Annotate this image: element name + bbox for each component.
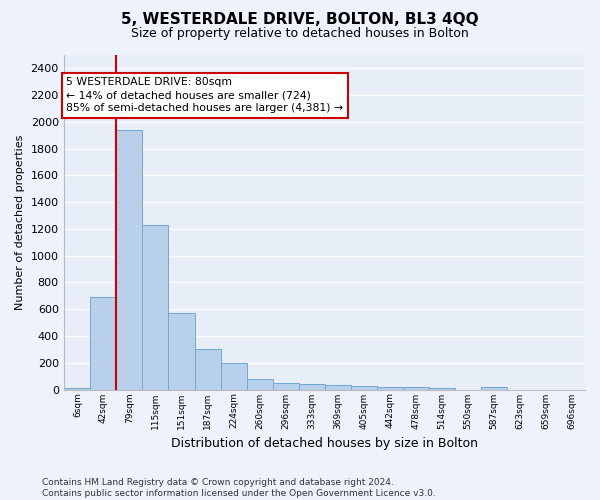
Bar xyxy=(194,348,221,390)
Bar xyxy=(272,384,299,390)
Bar xyxy=(169,313,194,390)
Bar xyxy=(221,363,247,390)
Bar xyxy=(142,225,169,390)
Bar xyxy=(351,386,377,390)
Text: Size of property relative to detached houses in Bolton: Size of property relative to detached ho… xyxy=(131,28,469,40)
Text: 5, WESTERDALE DRIVE, BOLTON, BL3 4QQ: 5, WESTERDALE DRIVE, BOLTON, BL3 4QQ xyxy=(121,12,479,28)
Bar xyxy=(247,379,272,390)
Bar xyxy=(481,387,507,390)
Bar xyxy=(325,385,351,390)
Bar xyxy=(64,388,91,390)
Bar xyxy=(403,387,429,390)
Bar xyxy=(429,388,455,390)
X-axis label: Distribution of detached houses by size in Bolton: Distribution of detached houses by size … xyxy=(171,437,478,450)
Y-axis label: Number of detached properties: Number of detached properties xyxy=(15,134,25,310)
Bar xyxy=(377,387,403,390)
Bar xyxy=(116,130,142,390)
Bar xyxy=(299,384,325,390)
Bar xyxy=(91,296,116,390)
Text: 5 WESTERDALE DRIVE: 80sqm
← 14% of detached houses are smaller (724)
85% of semi: 5 WESTERDALE DRIVE: 80sqm ← 14% of detac… xyxy=(67,77,344,114)
Text: Contains HM Land Registry data © Crown copyright and database right 2024.
Contai: Contains HM Land Registry data © Crown c… xyxy=(42,478,436,498)
